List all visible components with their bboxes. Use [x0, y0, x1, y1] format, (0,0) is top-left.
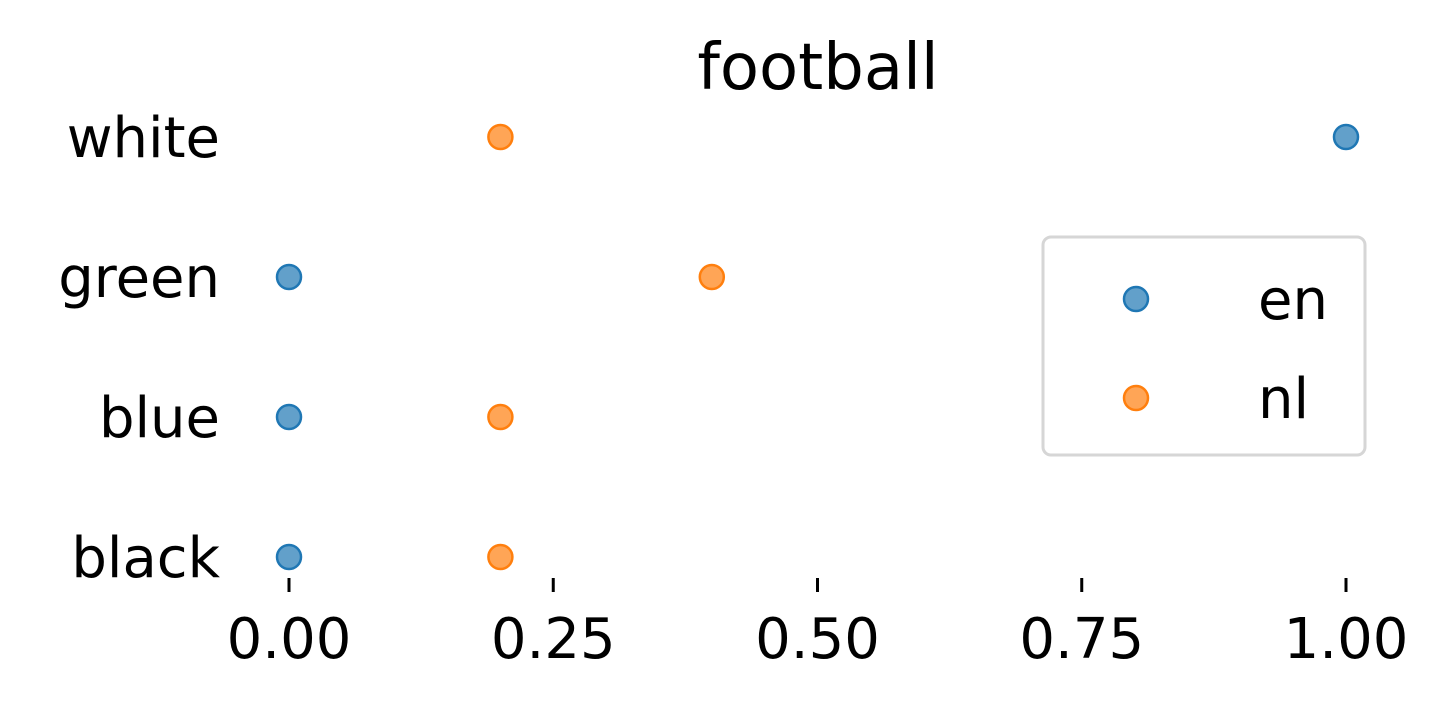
legend-label-en: en	[1258, 268, 1328, 333]
y-tick-label-white: white	[67, 106, 220, 171]
point-nl-white	[487, 123, 514, 151]
point-nl-black	[487, 543, 514, 571]
data-points	[275, 123, 1360, 571]
point-en-green	[275, 263, 303, 291]
legend-marker-nl	[1122, 384, 1150, 412]
x-tick-label-3: 0.75	[1019, 607, 1144, 672]
chart-title: football	[697, 31, 938, 105]
y-tick-label-blue: blue	[99, 386, 220, 451]
point-en-white	[1332, 123, 1360, 151]
x-tick-label-0: 0.00	[227, 607, 352, 672]
x-axis-ticks: 0.00 0.25 0.50 0.75 1.00	[227, 578, 1409, 672]
x-tick-label-4: 1.00	[1284, 607, 1409, 672]
legend-marker-en	[1122, 285, 1150, 313]
y-tick-label-green: green	[58, 246, 220, 311]
x-tick-label-2: 0.50	[755, 607, 880, 672]
legend-label-nl: nl	[1258, 367, 1309, 432]
y-tick-label-black: black	[71, 526, 220, 591]
point-nl-blue	[487, 403, 514, 431]
point-en-black	[275, 543, 303, 571]
point-nl-green	[698, 263, 726, 291]
x-tick-label-1: 0.25	[491, 607, 616, 672]
y-tick-labels: black blue green white	[58, 106, 220, 591]
legend: en nl	[1041, 235, 1367, 457]
point-en-blue	[275, 403, 303, 431]
